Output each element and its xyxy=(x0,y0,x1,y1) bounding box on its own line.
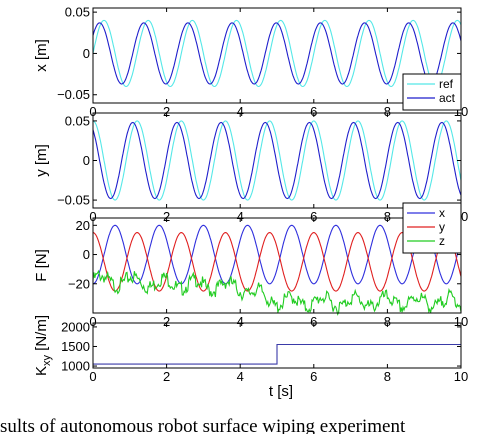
legend-label-y: y xyxy=(439,220,445,234)
x-tick-label: 2 xyxy=(163,209,170,224)
legend-box xyxy=(402,73,462,111)
y-tick-label: 0 xyxy=(83,153,90,168)
x-tick-label: 0 xyxy=(89,209,96,224)
x-tick-label: 6 xyxy=(310,314,317,329)
y-axis-label-unit: [N/m] xyxy=(33,315,50,355)
y-tick-label: −20 xyxy=(68,276,90,291)
legend-label-ref: ref xyxy=(439,77,454,91)
y-tick-label: 0 xyxy=(83,46,90,61)
x-tick-label: 8 xyxy=(384,104,391,119)
axes-box xyxy=(92,217,462,314)
stiffness-panel: 0 2 4 6 8 10 2000 1500 1000 Kxy [N/m] t [s] xyxy=(33,315,468,400)
y-tick-label: −0.05 xyxy=(57,193,90,208)
y-axis-label-main: K xyxy=(33,366,50,376)
y-tick-label: 20 xyxy=(76,218,90,233)
x-tick-label: 2 xyxy=(163,369,170,384)
series-line-ref xyxy=(92,120,462,201)
legend-label-x: x xyxy=(439,206,445,220)
x-tick-label: 6 xyxy=(310,104,317,119)
x-tick-label: 10 xyxy=(454,314,468,329)
x-tick-label: 2 xyxy=(163,104,170,119)
x-tick-label: 0 xyxy=(89,369,96,384)
y-tick-label: 1500 xyxy=(61,339,90,354)
x-tick-label: 8 xyxy=(384,369,391,384)
legend-label-z: z xyxy=(439,234,445,248)
x-tick-label: 8 xyxy=(384,209,391,224)
x-tick-label: 4 xyxy=(237,104,244,119)
x-tick-label: 0 xyxy=(89,104,96,119)
x-tick-label: 6 xyxy=(310,209,317,224)
series-line-ref xyxy=(92,19,462,88)
series-line-act xyxy=(92,22,462,85)
x-tick-label: 2 xyxy=(163,314,170,329)
y-axis-label-sub: xy xyxy=(41,354,53,366)
series-line-x xyxy=(92,224,462,285)
axes-box xyxy=(92,322,462,369)
y-tick-label: 1000 xyxy=(61,359,90,374)
x-tick-label: 8 xyxy=(384,314,391,329)
y-axis-label: y [m] xyxy=(33,144,50,177)
x-tick-label: 4 xyxy=(237,209,244,224)
x-tick-label: 0 xyxy=(89,314,96,329)
figure-caption: sults of autonomous robot surface wiping… xyxy=(0,416,406,434)
legend-label-act: act xyxy=(439,91,456,105)
x-tick-label: 6 xyxy=(310,369,317,384)
y-tick-label: 0.05 xyxy=(65,5,90,20)
y-axis-label: F [N] xyxy=(33,249,50,282)
x-tick-label: 4 xyxy=(237,314,244,329)
series-line-K xyxy=(93,343,461,365)
x-tick-label: 10 xyxy=(454,369,468,384)
y-tick-label: 0 xyxy=(83,247,90,262)
y-axis-label: x [m] xyxy=(33,39,50,72)
legend: xyz xyxy=(402,202,462,254)
series-line-z xyxy=(92,269,462,316)
x-axis-label: t [s] xyxy=(269,383,293,400)
y-tick-label: 0.05 xyxy=(65,113,90,128)
legend-box xyxy=(402,202,462,254)
axes-box xyxy=(92,7,462,104)
series-line-act xyxy=(92,121,462,200)
y-axis-label: Kxy [N/m] xyxy=(33,315,53,376)
y-tick-label: −0.05 xyxy=(57,87,90,102)
x-tick-label: 4 xyxy=(237,369,244,384)
y-tick-label: 2000 xyxy=(61,319,90,334)
